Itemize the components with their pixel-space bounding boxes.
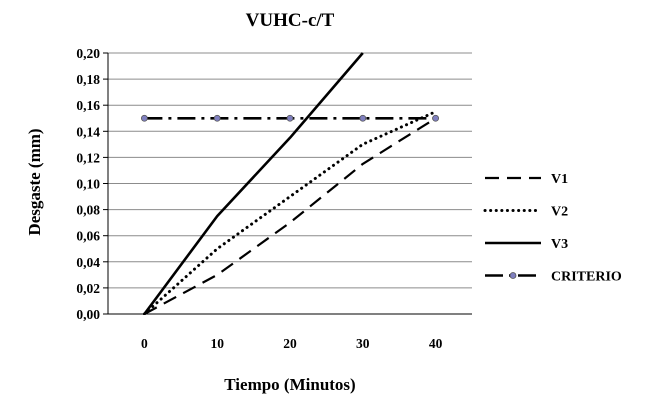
x-tick-labels: 0 10 20 30 40 [141,336,443,351]
data-point-criterio [432,114,440,122]
data-point-criterio [286,114,294,122]
x-tick-label: 30 [356,336,370,351]
legend: V1 V2 V3 CRITERIO [483,172,622,285]
y-tick-label: 0,08 [76,203,100,218]
y-tick-label: 0,04 [76,255,100,270]
data-point-criterio [140,114,148,122]
data-point-criterio [213,114,221,122]
y-axis-label: Desgaste (mm) [25,128,44,235]
y-tick-label: 0,10 [76,177,100,192]
series-line-v2 [142,110,438,315]
legend-label-v2: V2 [551,205,568,220]
y-tick-label: 0,02 [76,281,100,296]
grid [108,52,472,289]
x-axis-label: Tiempo (Minutos) [224,375,355,394]
legend-label-criterio: CRITERIO [551,270,622,285]
y-tick-label: 0,06 [76,229,100,244]
legend-label-v1: V1 [551,172,568,187]
axes [103,52,472,315]
legend-label-v3: V3 [551,237,568,252]
y-tick-label: 0,16 [76,98,100,113]
series-line-v1 [143,117,437,315]
x-tick-label: 20 [283,336,297,351]
y-tick-label: 0,20 [76,46,100,61]
y-tick-label: 0,14 [76,124,100,139]
series-line-v3 [143,52,364,315]
y-tick-label: 0,12 [76,150,100,165]
x-tick-label: 0 [141,336,148,351]
data-point-criterio [359,114,367,122]
chart-title: VUHC-c/T [246,10,335,31]
legend-marker-criterio [509,272,517,279]
y-tick-label: 0,00 [76,307,100,322]
y-tick-label: 0,18 [76,72,100,87]
x-tick-label: 10 [210,336,224,351]
x-tick-label: 40 [429,336,443,351]
series-lines [140,52,440,315]
y-tick-labels: 0,00 0,02 0,04 0,06 0,08 0,10 0,12 0,14 0,16 0,18… [76,46,100,322]
